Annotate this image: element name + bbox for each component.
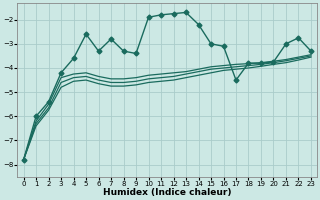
X-axis label: Humidex (Indice chaleur): Humidex (Indice chaleur): [103, 188, 232, 197]
